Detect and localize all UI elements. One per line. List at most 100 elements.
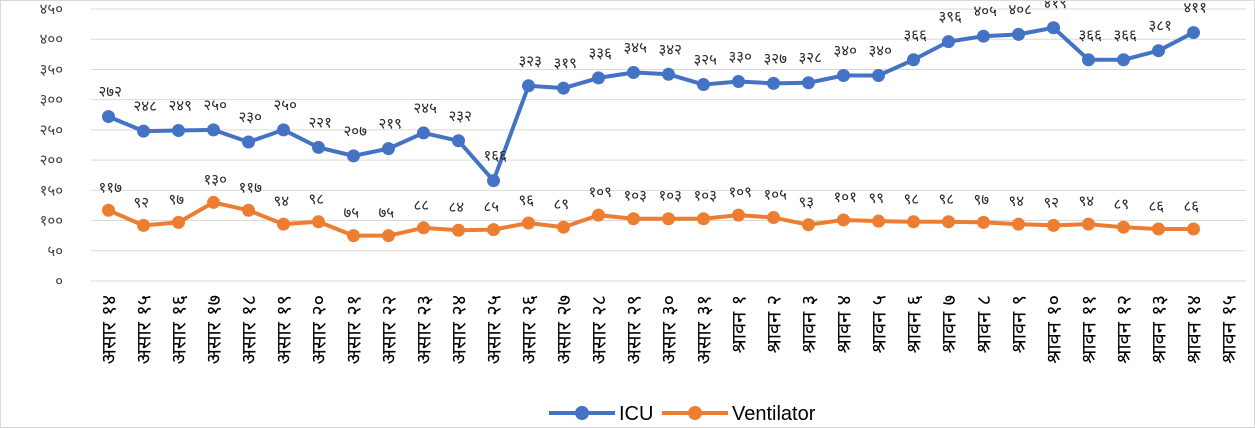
data-label-icu: ४०५: [974, 2, 998, 20]
data-point-icu: [977, 29, 990, 43]
data-label-icu: ४०८: [1009, 1, 1032, 18]
data-point-icu: [347, 149, 360, 163]
data-label-ventilator: ९६: [519, 191, 535, 209]
series-layer: [102, 21, 1200, 243]
data-label-ventilator: ९३: [799, 193, 815, 211]
data-point-icu: [592, 71, 605, 85]
x-tick-label: श्रावन ४: [832, 295, 856, 353]
data-point-icu: [662, 67, 675, 81]
x-tick-label: असार १४: [97, 295, 121, 364]
data-label-icu: ३२८: [799, 49, 822, 67]
data-label-icu: ३६६: [1079, 26, 1103, 44]
data-point-icu: [557, 81, 570, 95]
x-tick-label: असार १७: [202, 295, 226, 364]
data-label-ventilator: १०३: [694, 187, 717, 205]
data-label-ventilator: १०९: [589, 183, 612, 201]
data-point-ventilator: [907, 215, 920, 229]
x-tick-label: असार ३०: [657, 295, 681, 364]
x-tick-label: श्रावन ८: [972, 295, 996, 353]
x-tick-label: असार १६: [167, 295, 191, 364]
data-label-icu: २५०: [274, 96, 297, 114]
data-label-icu: ४१९: [1044, 1, 1067, 12]
data-point-icu: [627, 65, 640, 79]
data-point-ventilator: [732, 208, 745, 222]
y-tick-label: ५०: [47, 242, 63, 260]
x-tick-label: श्रावन १: [727, 295, 751, 353]
data-point-ventilator: [172, 215, 185, 229]
legend: ICU Ventilator: [549, 403, 816, 425]
data-point-icu: [487, 174, 500, 188]
data-point-ventilator: [627, 212, 640, 226]
data-label-ventilator: १०३: [624, 187, 647, 205]
data-point-ventilator: [1012, 217, 1025, 231]
x-tick-label: श्रावन १३: [1147, 295, 1171, 364]
data-point-icu: [1047, 21, 1060, 35]
series-line-icu: [107, 25, 1195, 183]
data-label-icu: १६६: [484, 147, 508, 165]
data-point-icu: [382, 142, 395, 156]
data-point-ventilator: [452, 223, 465, 237]
data-label-icu: ३८१: [1149, 17, 1172, 35]
data-point-icu: [697, 78, 710, 92]
x-tick-label: श्रावन १४: [1182, 295, 1206, 364]
data-label-ventilator: ९७: [974, 190, 990, 208]
x-tick-label: असार १५: [132, 295, 156, 364]
x-tick-label: असार २२: [377, 295, 401, 364]
x-tick-label: श्रावन १५: [1217, 295, 1241, 364]
data-label-icu: ३२३: [519, 52, 542, 70]
data-label-ventilator: ९९: [869, 189, 885, 207]
data-label-ventilator: ११७: [99, 178, 123, 196]
data-point-ventilator: [767, 211, 780, 225]
data-label-ventilator: १०५: [764, 186, 788, 204]
data-label-icu: २५०: [204, 96, 227, 114]
data-point-ventilator: [417, 221, 430, 235]
data-point-icu: [1082, 53, 1095, 67]
data-point-ventilator: [837, 213, 850, 227]
data-label-icu: ३६६: [1114, 26, 1138, 44]
y-tick-label: ४५०: [40, 1, 63, 18]
data-point-ventilator: [872, 214, 885, 228]
data-label-icu: ३४०: [869, 41, 892, 59]
data-point-icu: [837, 68, 850, 82]
data-point-ventilator: [942, 215, 955, 229]
data-point-icu: [1152, 44, 1165, 58]
data-label-ventilator: ९४: [1079, 192, 1095, 210]
data-label-ventilator: ८९: [1114, 195, 1130, 213]
data-label-ventilator: ८६: [1184, 197, 1200, 215]
x-tick-label: श्रावन १२: [1112, 295, 1136, 364]
legend-label-icu: ICU: [619, 403, 653, 425]
y-tick-label: २००: [40, 151, 63, 169]
data-label-icu: २३२: [449, 107, 472, 125]
data-label-ventilator: ९७: [169, 190, 185, 208]
x-tick-label: असार २७: [552, 295, 576, 364]
data-point-icu: [137, 124, 150, 138]
data-point-icu: [1117, 53, 1130, 67]
data-point-ventilator: [1047, 218, 1060, 232]
data-label-ventilator: ९४: [1009, 192, 1025, 210]
data-point-ventilator: [382, 229, 395, 243]
x-tick-label: असार १८: [237, 295, 261, 364]
x-tick-label: श्रावन ११: [1077, 295, 1101, 364]
data-point-ventilator: [137, 218, 150, 232]
data-point-icu: [1187, 26, 1200, 40]
data-label-icu: २४८: [134, 97, 157, 115]
x-tick-label: श्रावन ७: [937, 295, 961, 353]
data-label-ventilator: १३०: [204, 170, 227, 188]
data-label-icu: २०७: [344, 122, 368, 140]
data-point-ventilator: [1117, 220, 1130, 234]
data-point-icu: [907, 53, 920, 67]
data-point-ventilator: [347, 229, 360, 243]
data-label-icu: ३४०: [834, 41, 857, 59]
data-point-icu: [452, 134, 465, 148]
data-label-icu: ४११: [1184, 1, 1207, 17]
data-label-icu: ३२७: [764, 49, 788, 67]
y-tick-label: ३५०: [40, 60, 63, 78]
x-tick-label: असार २५: [482, 295, 506, 364]
data-label-ventilator: ९२: [1044, 193, 1060, 211]
data-label-ventilator: ८६: [1149, 197, 1165, 215]
data-point-icu: [172, 123, 185, 137]
x-tick-label: असार १९: [272, 295, 296, 364]
data-label-ventilator: ११७: [239, 178, 263, 196]
